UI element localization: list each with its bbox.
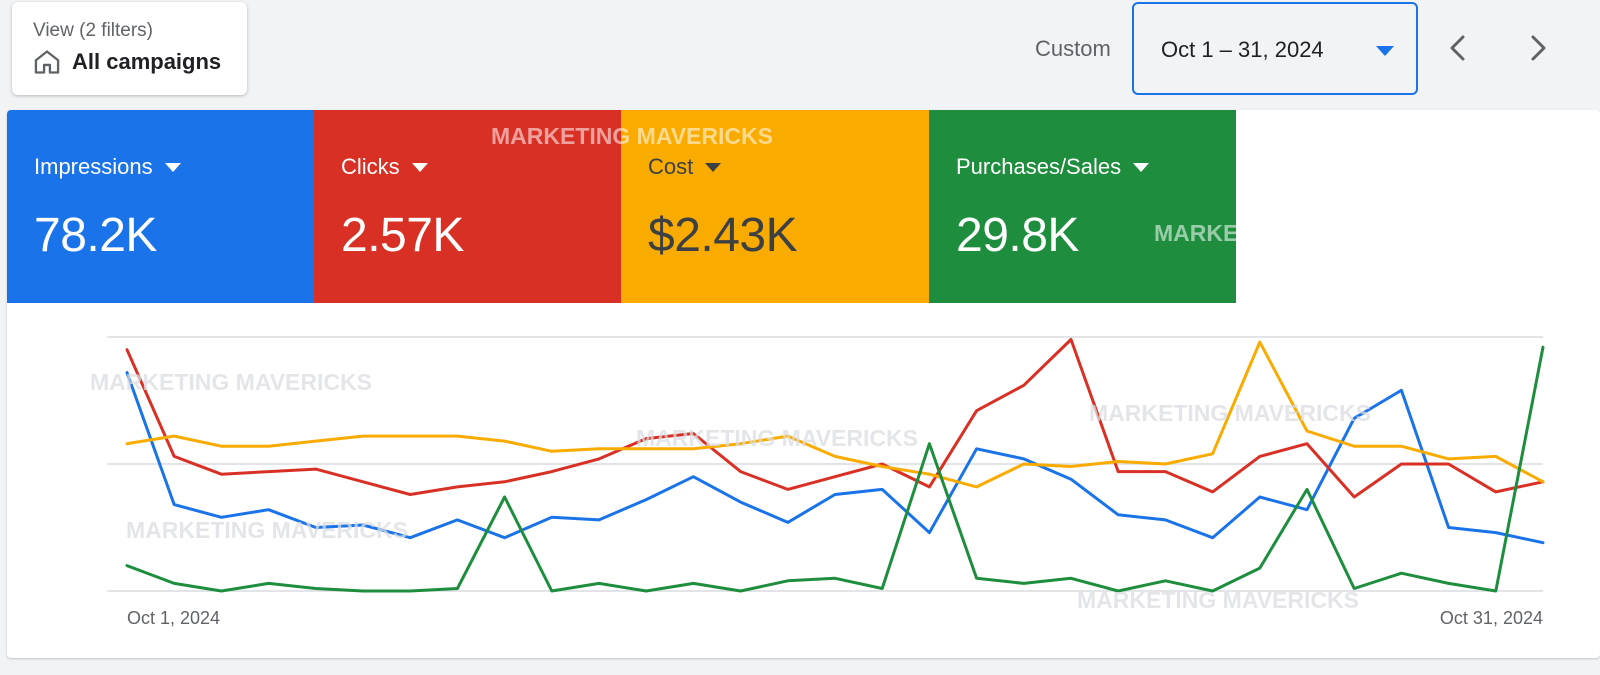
chevron-right-icon[interactable] <box>1521 30 1557 66</box>
view-filter-button[interactable]: View (2 filters) All campaigns <box>12 2 247 95</box>
home-icon <box>34 50 60 74</box>
chevron-left-icon[interactable] <box>1441 30 1477 66</box>
caret-down-icon[interactable] <box>164 162 181 172</box>
x-tick-label-end: Oct 31, 2024 <box>1440 608 1543 628</box>
series-line-0 <box>125 371 1545 545</box>
watermark-text: MARKETING MAVERICKS <box>636 425 918 451</box>
metric-card-clicks[interactable]: Clicks 2.57K <box>314 110 621 303</box>
metric-value: 78.2K <box>34 209 157 262</box>
metric-label: Purchases/Sales <box>956 154 1122 179</box>
date-range-value: Oct 1 – 31, 2024 <box>1161 37 1324 62</box>
watermark-text: MARKETING MAVERICKS <box>1089 400 1371 426</box>
series-line-1 <box>125 338 1545 499</box>
metric-label-row: Purchases/Sales <box>956 154 1236 180</box>
date-range-picker[interactable]: Oct 1 – 31, 2024 <box>1132 2 1418 95</box>
caret-down-icon[interactable] <box>1133 162 1150 172</box>
watermark-text: MARKETING MAVERICKS <box>491 123 773 149</box>
watermark-text: MARKETING MAVERICKS <box>126 517 408 543</box>
metric-label-row: Clicks <box>341 154 621 180</box>
caret-down-icon <box>1376 46 1394 56</box>
watermark-text: MARKETING MAVERICKS <box>1077 587 1359 613</box>
metric-label: Impressions <box>34 154 153 179</box>
metric-value: 29.8K <box>956 209 1079 262</box>
view-filter-label: View (2 filters) <box>33 20 154 41</box>
metric-card-purchases-sales[interactable]: Purchases/Sales 29.8K <box>929 110 1236 303</box>
watermark-text: MARKETING MAVERICKS <box>1154 220 1436 246</box>
metric-value: 2.57K <box>341 209 464 262</box>
metric-label-row: Cost <box>648 154 929 180</box>
caret-down-icon[interactable] <box>411 162 428 172</box>
series-line-3 <box>125 345 1545 593</box>
metric-card-cost[interactable]: Cost $2.43K <box>621 110 929 303</box>
watermark-text: MARKETING MAVERICKS <box>90 369 372 395</box>
view-filter-row: All campaigns <box>33 48 247 76</box>
view-filter-value: All campaigns <box>72 49 222 74</box>
date-preset-label: Custom <box>1035 36 1111 61</box>
performance-panel: Impressions 78.2K Clicks 2.57K Cost $2.4… <box>7 110 1600 658</box>
chart-series <box>125 338 1545 593</box>
metric-card-impressions[interactable]: Impressions 78.2K <box>7 110 314 303</box>
metric-label: Clicks <box>341 154 400 179</box>
series-line-2 <box>125 340 1545 489</box>
metric-value: $2.43K <box>648 209 798 262</box>
metric-label-row: Impressions <box>34 154 314 180</box>
caret-down-icon[interactable] <box>705 162 722 172</box>
x-tick-label-start: Oct 1, 2024 <box>127 608 220 628</box>
metric-label: Cost <box>648 154 694 179</box>
